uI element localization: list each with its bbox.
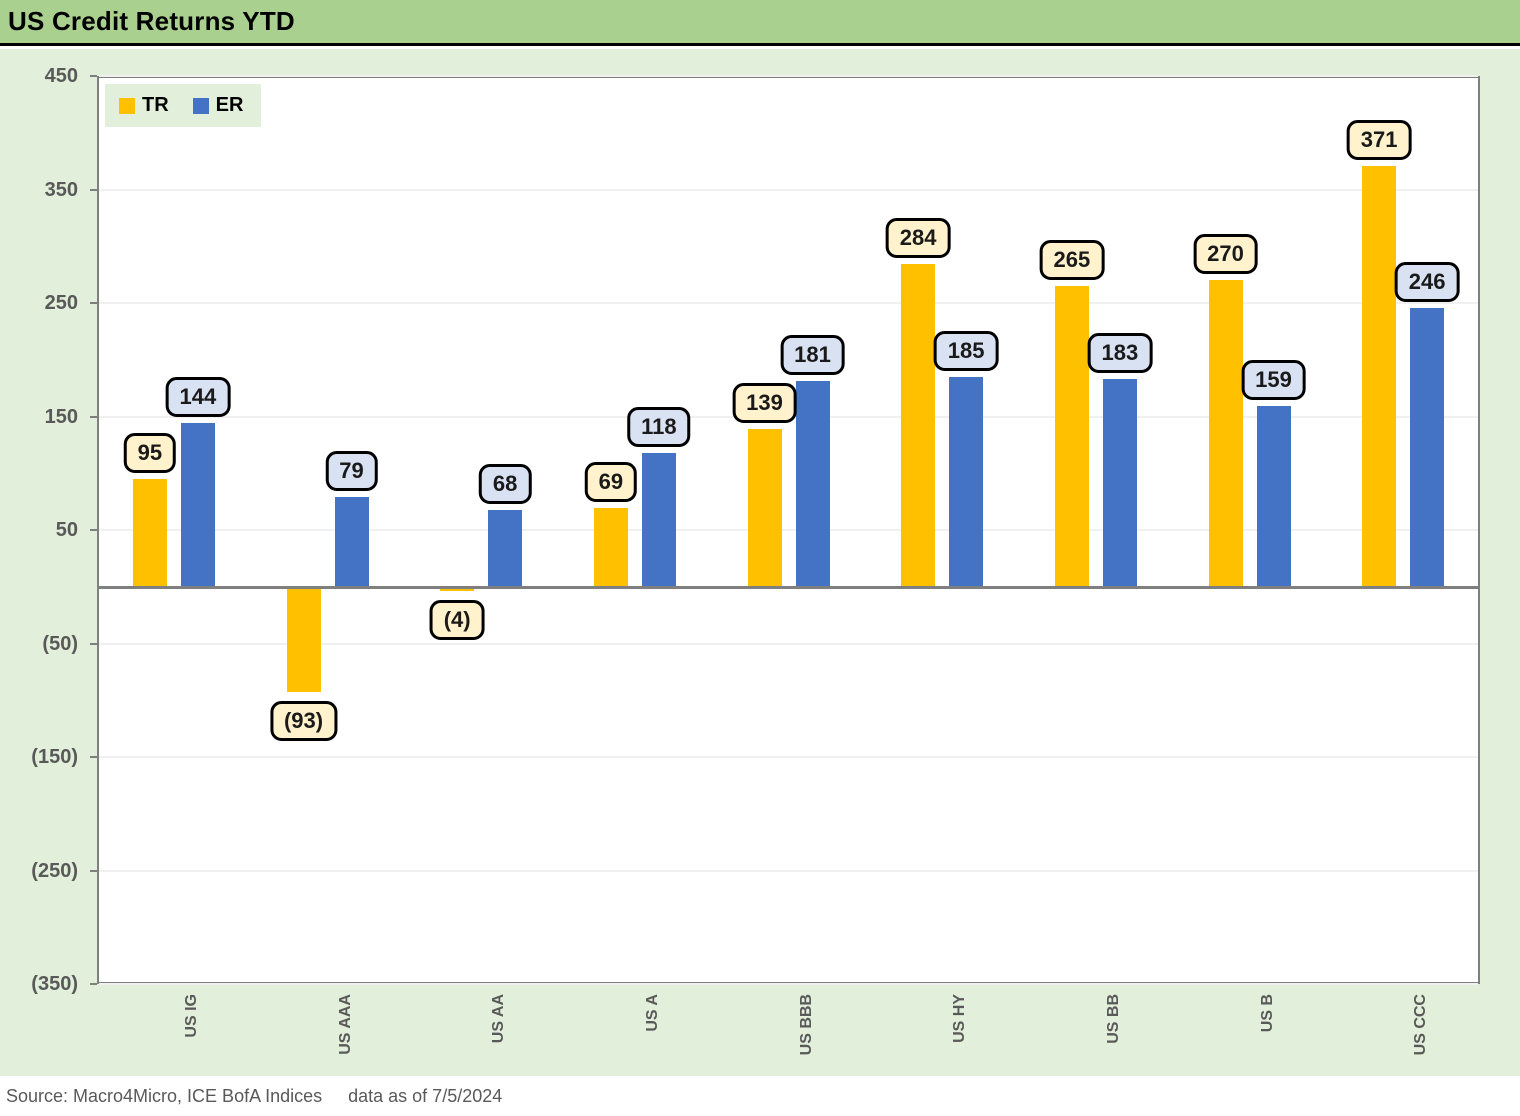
bar-tr-us-a — [593, 508, 628, 587]
bar-er-us-aaa — [334, 497, 369, 587]
gridline — [99, 529, 1478, 531]
bar-tr-us-ig — [132, 478, 167, 587]
data-label-tr-us-aa: (4) — [429, 600, 485, 641]
bar-er-us-ccc — [1410, 307, 1445, 587]
source-footer: Source: Macro4Micro, ICE BofA Indices da… — [0, 1076, 1520, 1116]
category-label-us-bbb: US BBB — [797, 994, 815, 1056]
bar-tr-us-ccc — [1362, 165, 1397, 587]
gridline — [99, 642, 1478, 645]
y-axis-tick-label: 250 — [44, 292, 78, 314]
y-axis-tick-mark — [90, 529, 97, 531]
gridline — [99, 302, 1478, 304]
category-label-us-aaa: US AAA — [336, 994, 354, 1055]
data-label-tr-us-hy: 284 — [885, 218, 951, 259]
tr-series-swatch-icon — [119, 97, 135, 114]
bar-tr-us-aa — [440, 586, 475, 592]
y-axis-tick-mark — [90, 415, 97, 418]
gridline — [99, 756, 1478, 758]
bar-er-us-bb — [1102, 379, 1137, 587]
category-label-us-ig: US IG — [182, 994, 200, 1038]
bar-er-us-bbb — [795, 381, 830, 587]
data-label-er-us-aaa: 79 — [325, 451, 378, 492]
category-label-us-aa: US AA — [490, 994, 508, 1044]
data-label-tr-us-bb: 265 — [1039, 239, 1105, 280]
data-label-tr-us-ig: 95 — [123, 432, 177, 473]
data-label-tr-us-ccc: 371 — [1346, 119, 1412, 160]
category-label-us-b: US B — [1258, 994, 1276, 1033]
x-axis-zero-line — [97, 585, 1480, 589]
er-legend-label: ER — [215, 94, 244, 116]
y-axis-tick-mark — [90, 75, 97, 77]
y-axis-tick-label: (350) — [31, 973, 78, 995]
y-axis-tick-label: (50) — [42, 632, 78, 655]
y-axis-tick-label: 150 — [44, 405, 78, 428]
legend: TR ER — [105, 84, 262, 127]
data-label-tr-us-a: 69 — [584, 462, 638, 503]
bar-er-us-b — [1256, 406, 1291, 587]
gridline — [99, 869, 1478, 872]
chart-title: US Credit Returns YTD — [8, 6, 295, 36]
y-axis-tick-label: 450 — [44, 65, 78, 87]
bar-er-us-a — [641, 452, 676, 587]
y-axis-tick-mark — [90, 302, 97, 304]
y-axis-tick-label: 350 — [44, 178, 78, 201]
data-label-tr-us-bbb: 139 — [732, 382, 797, 423]
bar-tr-us-aaa — [286, 586, 321, 693]
bar-tr-us-bb — [1054, 285, 1089, 587]
tr-legend-label: TR — [142, 94, 169, 116]
bar-tr-us-hy — [901, 264, 936, 587]
data-label-er-us-bb: 183 — [1087, 333, 1153, 374]
chart-title-bar: US Credit Returns YTD — [0, 0, 1520, 46]
y-axis-tick-mark — [90, 642, 97, 645]
bar-er-us-ig — [180, 423, 215, 587]
gridline — [99, 983, 1478, 985]
source-text: Source: Macro4Micro, ICE BofA Indices — [6, 1085, 323, 1106]
er-series-swatch-icon — [192, 97, 209, 114]
y-axis-tick-mark — [90, 756, 97, 758]
bar-tr-us-b — [1208, 280, 1243, 587]
category-label-us-bb: US BB — [1104, 994, 1122, 1044]
data-label-er-us-bbb: 181 — [780, 335, 845, 376]
data-label-tr-us-aaa: (93) — [269, 701, 338, 742]
data-label-er-us-aa: 68 — [478, 463, 532, 504]
data-label-er-us-ccc: 246 — [1394, 261, 1460, 302]
gridline — [99, 188, 1478, 191]
y-axis-tick-label: 50 — [55, 519, 78, 541]
data-label-er-us-ig: 144 — [165, 377, 231, 418]
gridline — [99, 75, 1478, 77]
y-axis-tick-mark — [90, 869, 97, 872]
y-axis-tick-label: (250) — [31, 859, 78, 882]
data-label-tr-us-b: 270 — [1193, 234, 1258, 275]
bar-er-us-hy — [949, 376, 984, 587]
legend-item-tr: TR — [119, 94, 169, 117]
category-label-us-a: US A — [643, 994, 661, 1032]
data-label-er-us-a: 118 — [627, 406, 691, 447]
category-label-us-ccc: US CCC — [1412, 994, 1430, 1056]
legend-item-er: ER — [192, 94, 244, 117]
data-label-er-us-hy: 185 — [933, 330, 999, 371]
y-axis-tick-mark — [90, 983, 97, 985]
y-axis-tick-label: (150) — [31, 746, 78, 768]
bar-er-us-aa — [488, 509, 523, 587]
bar-tr-us-bbb — [747, 428, 782, 587]
asof-text: data as of 7/5/2024 — [348, 1085, 503, 1106]
data-label-er-us-b: 159 — [1241, 360, 1306, 401]
y-axis-tick-mark — [90, 188, 97, 191]
category-label-us-hy: US HY — [951, 994, 969, 1043]
